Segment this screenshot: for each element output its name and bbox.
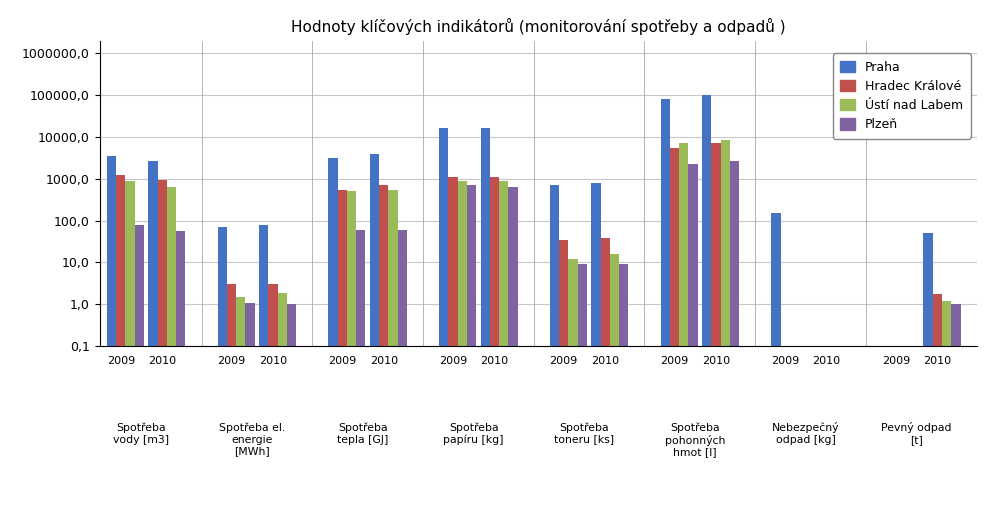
Bar (107, 156, 116, 509)
Text: Spotřeba
pohonných
hmot [l]: Spotřeba pohonných hmot [l] (665, 422, 726, 458)
Bar (721, 140, 730, 509)
Bar (577, 264, 587, 509)
Bar (328, 158, 338, 509)
Bar (670, 148, 679, 509)
Bar (347, 191, 356, 509)
Bar (508, 187, 517, 509)
Bar (236, 297, 245, 509)
Bar (398, 230, 407, 509)
Bar (439, 128, 449, 509)
Text: Spotřeba
tepla [GJ]: Spotřeba tepla [GJ] (337, 422, 389, 444)
Text: Spotřeba
vody [m3]: Spotřeba vody [m3] (114, 422, 169, 444)
Bar (287, 304, 296, 509)
Bar (610, 254, 619, 509)
Bar (951, 304, 961, 509)
Bar (568, 259, 577, 509)
Bar (149, 161, 158, 509)
Bar (379, 185, 389, 509)
Bar (389, 190, 398, 509)
Bar (449, 177, 458, 509)
Text: Spotřeba
toneru [ks]: Spotřeba toneru [ks] (554, 422, 614, 444)
Bar (619, 264, 628, 509)
Text: Nebezpečný
odpad [kg]: Nebezpečný odpad [kg] (773, 422, 839, 445)
Bar (277, 293, 287, 509)
Bar (116, 176, 126, 509)
Bar (481, 128, 490, 509)
Bar (772, 213, 781, 509)
Bar (268, 285, 277, 509)
Bar (370, 154, 379, 509)
Bar (259, 224, 268, 509)
Bar (661, 99, 670, 509)
Bar (458, 181, 467, 509)
Bar (126, 181, 135, 509)
Bar (166, 187, 176, 509)
Text: Spotřeba
papíru [kg]: Spotřeba papíru [kg] (444, 422, 503, 445)
Bar (499, 181, 508, 509)
Text: Spotřeba el.
energie
[MWh]: Spotřeba el. energie [MWh] (219, 422, 285, 456)
Bar (217, 227, 227, 509)
Bar (923, 233, 933, 509)
Bar (490, 177, 499, 509)
Bar (135, 224, 144, 509)
Bar (942, 301, 951, 509)
Bar (338, 190, 347, 509)
Bar (679, 144, 688, 509)
Bar (356, 230, 366, 509)
Bar (702, 95, 711, 509)
Bar (591, 183, 600, 509)
Bar (559, 240, 568, 509)
Legend: Praha, Hradec Králové, Ústí nad Labem, Plzeň: Praha, Hradec Králové, Ústí nad Labem, P… (832, 53, 971, 139)
Bar (730, 161, 739, 509)
Text: Pevný odpad
[t]: Pevný odpad [t] (881, 422, 952, 445)
Bar (600, 238, 610, 509)
Bar (549, 185, 559, 509)
Bar (467, 185, 477, 509)
Bar (158, 180, 166, 509)
Bar (933, 294, 942, 509)
Bar (711, 144, 721, 509)
Bar (227, 285, 236, 509)
Bar (176, 232, 185, 509)
Title: Hodnoty klíčových indikátorů (monitorování spotřeby a odpadů ): Hodnoty klíčových indikátorů (monitorová… (291, 18, 786, 36)
Bar (245, 302, 255, 509)
Bar (688, 164, 698, 509)
